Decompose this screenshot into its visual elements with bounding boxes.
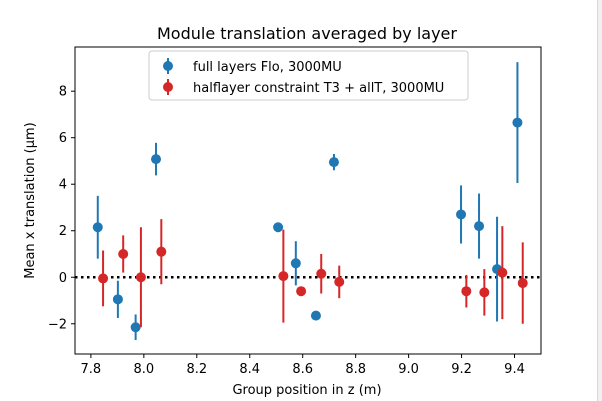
y-tick-label: 2: [59, 224, 67, 239]
data-point: [92, 222, 103, 233]
legend: full layers Flo, 3000MU halflayer constr…: [148, 50, 469, 101]
x-tick-label: 8.6: [292, 362, 313, 377]
legend-label-series-1: full layers Flo, 3000MU: [193, 60, 342, 75]
chart-title: Module translation averaged by layer: [157, 24, 457, 43]
x-tick-label: 8.0: [133, 362, 154, 377]
y-tick-label: −2: [48, 317, 67, 332]
data-point: [130, 322, 141, 333]
data-point: [316, 268, 327, 279]
data-point: [151, 154, 162, 165]
x-tick-label: 9.2: [451, 362, 472, 377]
data-point: [278, 271, 289, 282]
y-tick-label: 8: [59, 85, 67, 100]
data-point: [98, 273, 109, 284]
x-tick-label: 8.4: [239, 362, 260, 377]
y-tick-label: 0: [59, 271, 67, 286]
y-axis-label: Mean x translation (μm): [23, 122, 38, 279]
x-axis-label: Group position in z (m): [232, 383, 381, 398]
data-point: [296, 286, 307, 297]
window-edge-strip: [597, 0, 602, 401]
data-point: [273, 222, 284, 233]
y-tick-label: 4: [59, 178, 67, 193]
data-point: [118, 248, 129, 259]
data-point: [334, 276, 345, 287]
x-tick-label: 8.8: [345, 362, 366, 377]
data-point: [517, 278, 528, 289]
x-tick-label: 9.4: [504, 362, 525, 377]
legend-marker-dot: [163, 61, 173, 71]
data-point: [474, 221, 485, 232]
legend-marker-dot: [163, 82, 173, 92]
y-tick-label: 6: [59, 131, 67, 146]
x-axis: 7.8 8.0 8.2 8.4 8.6 8.8 9.0 9.2 9.4: [81, 354, 525, 377]
series-1: [92, 62, 523, 341]
data-point: [479, 287, 490, 298]
data-point: [456, 209, 467, 220]
data-point: [290, 258, 301, 269]
data-point: [461, 286, 472, 297]
data-point: [328, 157, 339, 168]
legend-label-series-2: halflayer constraint T3 + allT, 3000MU: [193, 81, 444, 96]
series-layer: [92, 62, 528, 341]
data-point: [512, 117, 523, 128]
data-point: [112, 294, 123, 305]
plot-area: [74, 46, 542, 355]
data-point: [156, 246, 167, 257]
y-axis: −2 0 2 4 6 8: [48, 85, 75, 332]
legend-entry-full-layers: full layers Flo, 3000MU: [163, 58, 342, 75]
data-point: [310, 310, 321, 321]
data-point: [497, 267, 508, 278]
legend-box: [148, 50, 469, 101]
data-point: [135, 272, 146, 283]
x-tick-label: 7.8: [81, 362, 102, 377]
x-tick-label: 9.0: [398, 362, 419, 377]
legend-entry-halflayer: halflayer constraint T3 + allT, 3000MU: [163, 79, 444, 96]
series-2: [98, 219, 528, 328]
axes-frame: [74, 46, 542, 355]
x-tick-label: 8.2: [186, 362, 207, 377]
